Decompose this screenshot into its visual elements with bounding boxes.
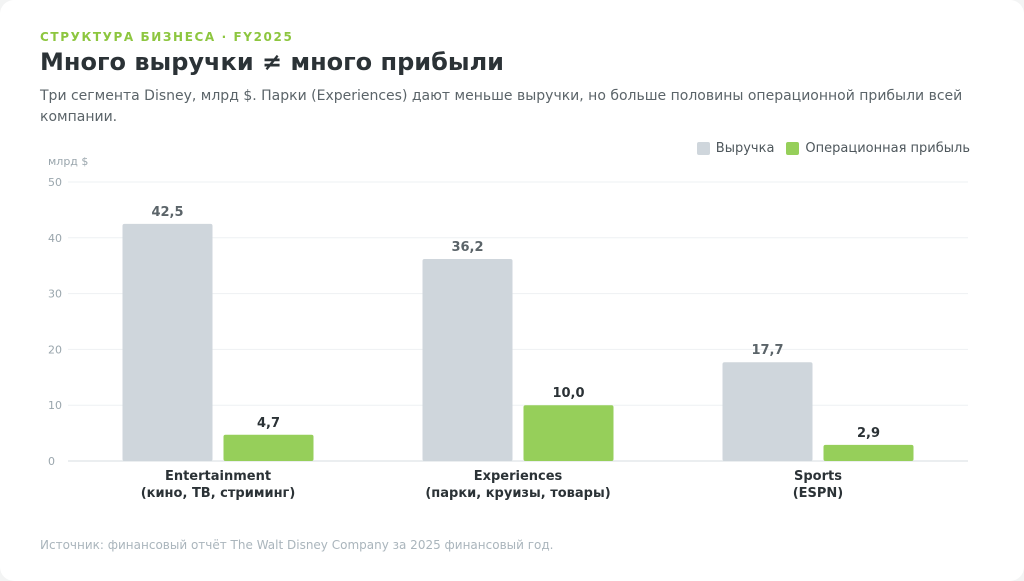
value-label-profit-1: 10,0 — [552, 386, 584, 401]
category-label-2: Sports — [794, 469, 842, 484]
legend-swatch-revenue — [696, 142, 710, 155]
value-label-revenue-1: 36,2 — [451, 240, 483, 255]
value-label-profit-2: 2,9 — [857, 426, 880, 441]
category-sublabel-0: (кино, ТВ, стриминг) — [141, 486, 296, 501]
legend-item-revenue: Выручка — [696, 141, 775, 156]
y-tick-label-20: 20 — [48, 343, 62, 356]
y-axis-unit-label: млрд $ — [48, 155, 88, 168]
bar-profit-1 — [523, 405, 614, 461]
value-label-revenue-2: 17,7 — [751, 343, 783, 358]
value-label-revenue-0: 42,5 — [151, 205, 183, 220]
bar-revenue-1 — [422, 259, 513, 461]
value-label-profit-0: 4,7 — [257, 416, 280, 431]
y-tick-label-0: 0 — [48, 455, 55, 468]
legend-item-profit: Операционная прибыль — [786, 141, 970, 156]
category-sublabel-1: (парки, круизы, товары) — [425, 486, 610, 501]
source-note: Источник: финансовый отчёт The Walt Disn… — [40, 538, 554, 552]
legend-swatch-profit — [786, 142, 800, 155]
legend-label-revenue: Выручка — [715, 141, 775, 156]
chart-title: Много выручки ≠ много прибыли — [40, 48, 504, 76]
y-tick-label-10: 10 — [48, 399, 62, 412]
legend: Выручка Операционная прибыль — [693, 141, 970, 156]
category-label-0: Entertainment — [165, 469, 271, 484]
bar-revenue-2 — [722, 362, 813, 461]
bar-profit-2 — [823, 444, 914, 461]
y-tick-label-30: 30 — [48, 288, 62, 301]
category-label-1: Experiences — [474, 469, 563, 484]
y-tick-label-50: 50 — [48, 176, 62, 189]
bar-profit-0 — [223, 434, 314, 461]
category-sublabel-2: (ESPN) — [793, 486, 844, 501]
y-tick-label-40: 40 — [48, 232, 62, 245]
kicker: СТРУКТУРА БИЗНЕСА · FY2025 — [40, 30, 294, 44]
chart-subtitle: Три сегмента Disney, млрд $. Парки (Expe… — [40, 88, 963, 125]
legend-label-profit: Операционная прибыль — [805, 141, 970, 156]
bar-revenue-0 — [122, 223, 213, 461]
